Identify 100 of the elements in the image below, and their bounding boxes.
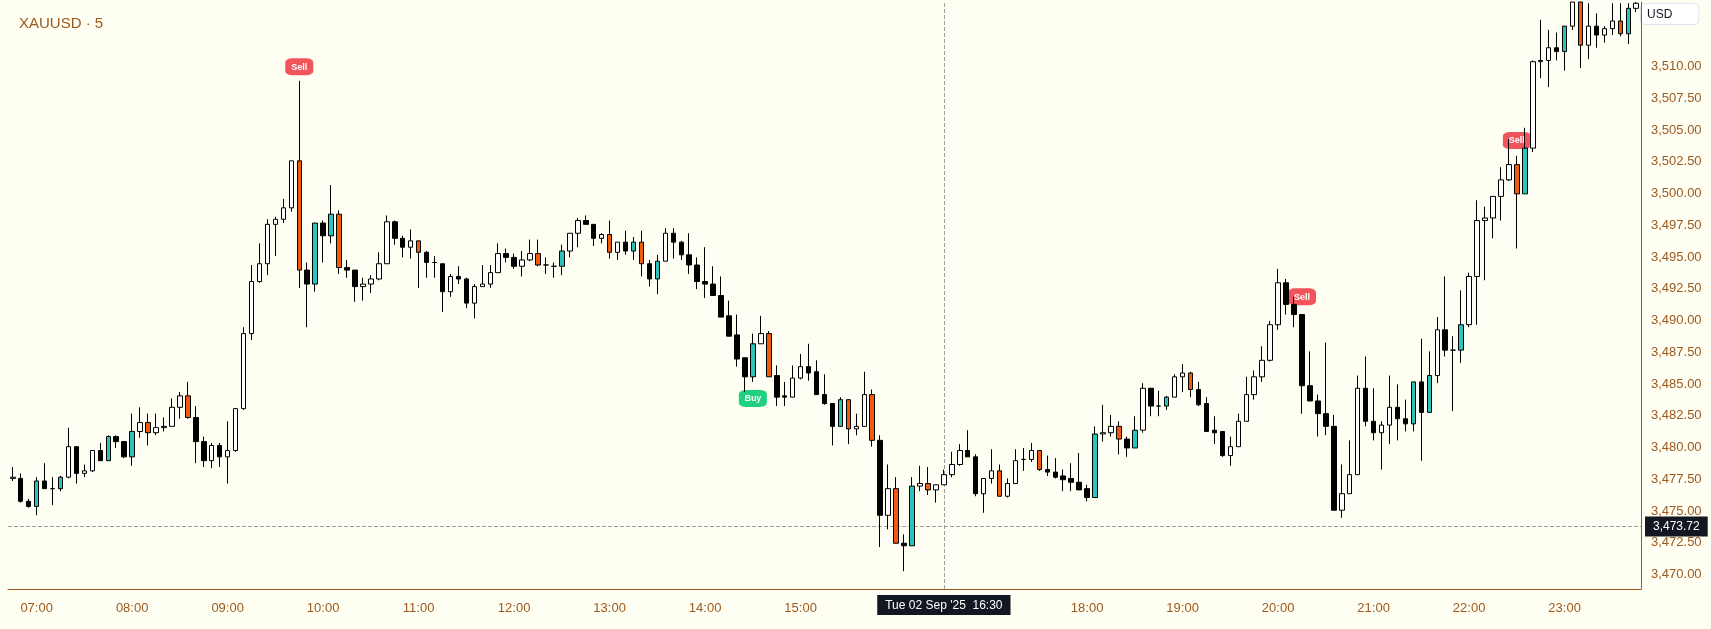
candlestick — [846, 399, 851, 445]
candlestick — [1562, 25, 1567, 72]
candlestick — [352, 269, 358, 303]
candlestick — [671, 227, 676, 260]
candlestick — [1427, 350, 1432, 413]
candlestick — [1013, 448, 1018, 485]
candlestick — [1212, 415, 1217, 445]
candlestick — [185, 381, 191, 420]
candlestick — [1387, 375, 1392, 445]
candlestick — [615, 241, 620, 261]
candlestick — [607, 220, 612, 260]
candlestick — [113, 434, 119, 449]
candlestick — [1275, 268, 1281, 331]
candlestick — [1626, 2, 1631, 45]
candlestick — [1283, 278, 1289, 316]
candlestick — [854, 413, 859, 436]
candlestick — [169, 397, 175, 427]
candlestick — [137, 406, 143, 439]
candlestick — [480, 264, 485, 288]
y-tick-label: 3,507.50 — [1651, 89, 1702, 105]
candlestick — [1259, 345, 1265, 383]
candlestick — [686, 232, 692, 275]
candlestick — [1244, 376, 1249, 422]
candlestick — [1411, 381, 1416, 432]
candlestick — [511, 253, 517, 270]
candlestick — [1299, 314, 1305, 415]
candlestick — [281, 198, 286, 224]
candlestick — [591, 223, 596, 247]
y-tick-label: 3,492.50 — [1651, 280, 1702, 296]
candlestick — [177, 391, 183, 420]
candlestick — [1037, 450, 1042, 472]
candlestick — [297, 80, 302, 289]
candlestick — [1490, 195, 1496, 239]
candlestick — [631, 236, 636, 261]
candlestick — [1315, 394, 1321, 438]
candlestick — [161, 416, 167, 432]
y-tick-label: 3,482.50 — [1651, 407, 1702, 423]
y-tick-label: 3,485.00 — [1651, 375, 1702, 391]
candlestick — [1435, 316, 1440, 384]
candlestick — [1371, 387, 1376, 441]
y-tick-label: 3,477.50 — [1651, 470, 1702, 486]
candlestick — [679, 240, 684, 261]
x-tick-label: 18:00 — [1070, 600, 1104, 615]
candlestick — [376, 251, 382, 281]
candlestick — [106, 434, 111, 462]
x-tick-label: 14:00 — [688, 600, 722, 615]
candlestick — [34, 476, 39, 516]
candlestick — [527, 239, 533, 262]
candlestick — [1546, 29, 1551, 88]
candlestick — [304, 261, 310, 328]
candlestick — [1419, 338, 1424, 462]
candlestick — [1053, 457, 1058, 479]
candlestick — [1021, 447, 1026, 472]
candlestick — [1076, 452, 1082, 491]
candlestick — [766, 330, 772, 378]
candlestick — [90, 450, 95, 473]
candlestick — [193, 405, 199, 464]
candlestick — [1618, 2, 1623, 37]
candlestick — [145, 413, 151, 446]
candlestick — [336, 209, 342, 275]
y-tick-label: 3,490.00 — [1651, 312, 1702, 328]
candlestick — [559, 244, 565, 276]
candlestick — [647, 259, 652, 288]
candlestick — [933, 484, 939, 504]
candlestick — [1323, 342, 1329, 436]
candlestick — [702, 246, 708, 299]
candlestick — [1530, 59, 1536, 153]
y-tick-label: 3,495.00 — [1651, 248, 1702, 264]
candlestick — [1196, 381, 1201, 407]
candlestick — [989, 448, 994, 485]
candlestick — [917, 465, 923, 492]
candlestick — [26, 498, 31, 509]
x-tick-label: 11:00 — [402, 600, 435, 615]
candlestick — [869, 389, 875, 448]
candlestick — [790, 364, 795, 398]
annotation: Buy — [744, 393, 762, 404]
candlestick — [1188, 371, 1193, 398]
candlestick — [519, 250, 525, 277]
candlestick — [535, 239, 541, 267]
candlestick — [1307, 350, 1313, 402]
candlestick — [1498, 166, 1504, 222]
candlestick — [18, 472, 23, 504]
y-tick-label: 3,510.00 — [1651, 58, 1702, 74]
candlestick — [201, 436, 207, 468]
candlestick — [1124, 436, 1130, 458]
candlestick — [1172, 373, 1177, 398]
candlestick — [344, 259, 350, 279]
candlestick — [623, 230, 628, 256]
candlestick — [432, 255, 437, 279]
x-tick-label: 10:00 — [306, 600, 340, 615]
candlestick — [981, 477, 986, 514]
candlestick — [257, 242, 262, 284]
candlestick — [1578, 1, 1583, 69]
x-tick-label: 21:00 — [1357, 600, 1390, 615]
candlestick — [1538, 19, 1543, 79]
candlestick — [1092, 425, 1098, 499]
candlestick — [360, 277, 366, 302]
candlestick — [1204, 396, 1209, 432]
candlestick — [1458, 289, 1464, 364]
candlestick — [1339, 463, 1345, 519]
